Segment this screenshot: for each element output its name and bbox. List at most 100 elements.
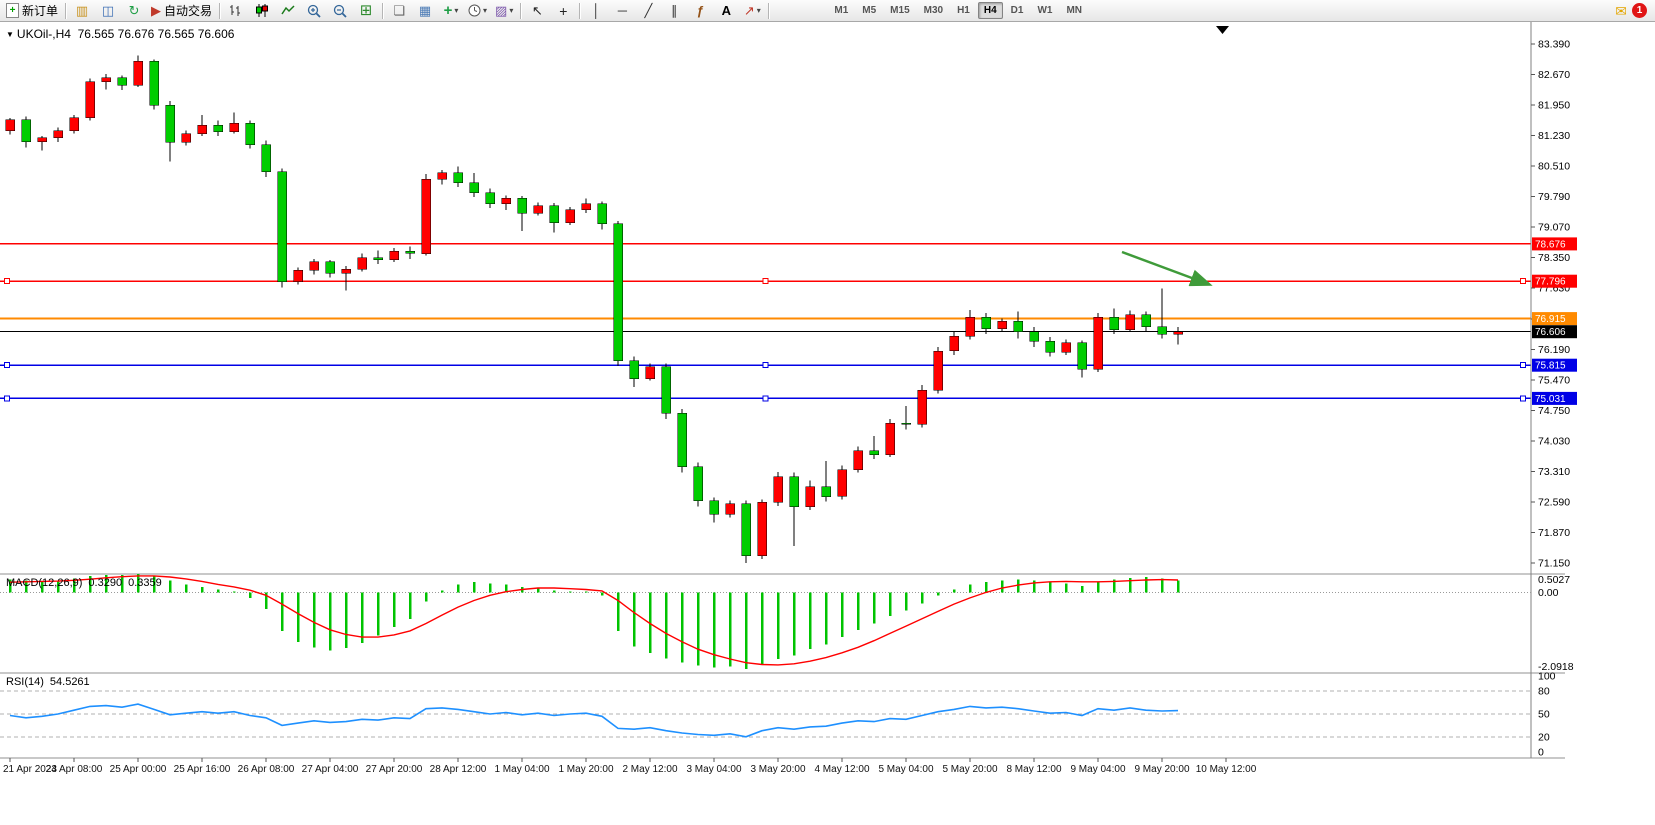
price-badge-78.676: 78.676 [1532, 237, 1577, 251]
hline-handle[interactable] [762, 395, 769, 402]
new-order-label: 新订单 [22, 4, 59, 18]
text-label-button[interactable]: A [714, 1, 738, 21]
horizontal-line-button[interactable]: ─ [610, 1, 634, 21]
add-indicator-button[interactable]: + ▾ [439, 1, 463, 21]
chart-area[interactable]: 83.390 82.670 81.950 81.230 80.510 79.790 79.0… [0, 22, 1655, 825]
zoom-in-button[interactable] [302, 1, 326, 21]
svg-text:0.5027: 0.5027 [1538, 574, 1570, 586]
rsi-title: RSI(14) 54.5261 [6, 676, 96, 688]
hline-handle[interactable] [4, 362, 10, 369]
arrange-windows-button[interactable]: ▦ [413, 1, 437, 21]
profiles-button[interactable]: ▥ [70, 1, 94, 21]
refresh-button[interactable]: ↻ [122, 1, 146, 21]
cascade-windows-button[interactable]: ❏ [387, 1, 411, 21]
chart-bars-button[interactable] [224, 1, 248, 21]
zoom-out-button[interactable] [328, 1, 352, 21]
dropdown-caret-icon[interactable]: ▾ [756, 6, 761, 15]
price-badge-75.815: 75.815 [1532, 358, 1577, 372]
svg-text:4 May 12:00: 4 May 12:00 [814, 764, 869, 775]
svg-text:78.350: 78.350 [1538, 252, 1570, 264]
vertical-line-button[interactable]: │ [584, 1, 608, 21]
rsi-levels [0, 690, 1531, 738]
svg-text:27 Apr 20:00: 27 Apr 20:00 [366, 764, 423, 775]
toolbar-right: ✉ 1 [1615, 3, 1647, 18]
toolbar-separator [65, 2, 67, 19]
text-label-icon: A [721, 3, 732, 18]
timeframe-button-MN[interactable]: MN [1066, 5, 1083, 16]
chart-window-icon: ◫ [101, 3, 115, 18]
hline-handle[interactable] [762, 278, 769, 285]
chart-line-icon [281, 4, 295, 17]
cascade-windows-icon: ❏ [393, 3, 405, 18]
svg-text:71.150: 71.150 [1538, 558, 1570, 570]
crosshair-button[interactable]: + [551, 1, 575, 21]
toolbar-separator [219, 2, 221, 19]
chart-shift-marker[interactable] [1216, 26, 1229, 34]
timeframe-button-H4[interactable]: H4 [977, 2, 1003, 19]
profiles-icon: ▥ [75, 3, 89, 18]
timeframe-button-M15[interactable]: M15 [890, 5, 910, 16]
templates-button[interactable]: ▨ ▾ [492, 1, 516, 21]
toolbar-separator [768, 2, 770, 19]
cursor-button[interactable]: ↖ [525, 1, 549, 21]
dropdown-caret-icon[interactable]: ▾ [483, 6, 488, 15]
refresh-icon: ↻ [128, 3, 140, 18]
timeframe-button-M5[interactable]: M5 [862, 5, 877, 16]
periods-icon [468, 4, 481, 17]
price-axis[interactable]: 83.390 82.670 81.950 81.230 80.510 79.790 79.0… [1531, 39, 1570, 570]
svg-text:9 May 20:00: 9 May 20:00 [1134, 764, 1189, 775]
tile-windows-icon: ⊞ [359, 2, 373, 19]
hline-handle[interactable] [762, 362, 769, 369]
chart-window-button[interactable]: ◫ [96, 1, 120, 21]
autotrading-icon: ▶ [151, 3, 162, 18]
hline-handle[interactable] [1520, 395, 1526, 402]
svg-text:50: 50 [1538, 709, 1550, 721]
svg-text:21 Apr 2023: 21 Apr 2023 [3, 764, 57, 775]
arrows-tool-button[interactable]: ↗ ▾ [740, 1, 764, 21]
dropdown-caret-icon[interactable]: ▾ [454, 6, 459, 15]
svg-text:74.750: 74.750 [1538, 405, 1570, 417]
svg-text:2 May 12:00: 2 May 12:00 [622, 764, 677, 775]
hline-handle[interactable] [4, 395, 10, 402]
timeframe-button-W1[interactable]: W1 [1037, 5, 1053, 16]
horizontal-line-icon: ─ [617, 3, 627, 18]
chart-candles-button[interactable] [250, 1, 274, 21]
notification-icon[interactable]: ✉ [1615, 2, 1627, 19]
timeframe-button-M1[interactable]: M1 [834, 5, 849, 16]
channel-button[interactable]: ∥ [662, 1, 686, 21]
svg-text:71.870: 71.870 [1538, 527, 1570, 539]
svg-text:80: 80 [1538, 686, 1550, 698]
timeframe-button-H1[interactable]: H1 [957, 5, 970, 16]
periods-button[interactable]: ▾ [465, 1, 490, 21]
hline-handle[interactable] [1520, 278, 1526, 285]
vertical-line-icon: │ [592, 3, 601, 18]
arrange-windows-icon: ▦ [418, 3, 432, 18]
annotation-arrow[interactable] [1121, 250, 1213, 287]
dropdown-caret-icon[interactable]: ▾ [509, 6, 514, 15]
fibonacci-button[interactable]: ƒ [688, 1, 712, 21]
hline-handle[interactable] [1520, 362, 1526, 369]
svg-text:76.606: 76.606 [1535, 327, 1566, 338]
panel-separators [0, 22, 1565, 759]
svg-text:81.230: 81.230 [1538, 130, 1570, 142]
ohlc-readout: 76.565 76.676 76.565 76.606 [77, 27, 235, 41]
hline-handle[interactable] [4, 278, 10, 285]
chart-line-button[interactable] [276, 1, 300, 21]
macd-title: MACD(12,26,9) 0.3290 0.3359 [6, 577, 168, 589]
svg-text:24 Apr 08:00: 24 Apr 08:00 [46, 764, 103, 775]
trendline-button[interactable]: ╱ [636, 1, 660, 21]
svg-text:74.030: 74.030 [1538, 435, 1570, 447]
svg-text:5 May 04:00: 5 May 04:00 [878, 764, 933, 775]
timeframe-button-M30[interactable]: M30 [923, 5, 944, 16]
svg-text:79.790: 79.790 [1538, 191, 1570, 203]
timeframe-button-D1[interactable]: D1 [1010, 5, 1024, 16]
tile-windows-button[interactable]: ⊞ [354, 1, 378, 21]
notification-badge[interactable]: 1 [1632, 3, 1647, 18]
new-order-button[interactable]: + 新订单 [3, 1, 61, 21]
price-chart[interactable]: 83.390 82.670 81.950 81.230 80.510 79.790 79.0… [0, 22, 1655, 825]
svg-text:0.00: 0.00 [1538, 587, 1559, 599]
symbol-caret-icon[interactable]: ▼ [6, 30, 14, 39]
autotrading-button[interactable]: ▶ 自动交易 [148, 1, 215, 21]
